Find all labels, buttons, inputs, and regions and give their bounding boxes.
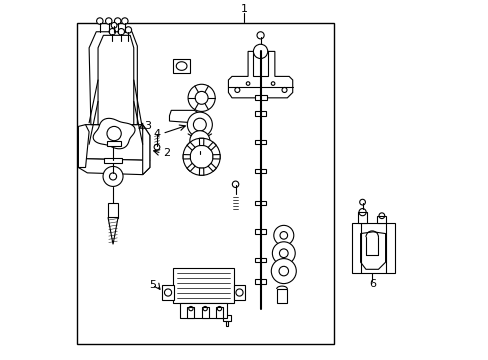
Polygon shape — [208, 142, 216, 150]
Polygon shape — [169, 111, 200, 123]
Bar — [254, 201, 266, 205]
Polygon shape — [89, 32, 137, 125]
Bar — [254, 258, 266, 262]
Bar — [223, 315, 230, 321]
Text: 2: 2 — [163, 148, 170, 158]
Bar — [276, 289, 287, 303]
Circle shape — [188, 84, 215, 111]
Circle shape — [253, 44, 267, 59]
Bar — [216, 307, 223, 318]
Circle shape — [109, 173, 116, 180]
Polygon shape — [108, 217, 118, 244]
Polygon shape — [199, 168, 203, 175]
Polygon shape — [228, 51, 292, 98]
Polygon shape — [208, 163, 216, 171]
Bar — [254, 229, 266, 234]
Bar — [162, 285, 173, 300]
Polygon shape — [93, 118, 135, 149]
Text: 3: 3 — [143, 121, 150, 131]
Circle shape — [279, 249, 287, 257]
Circle shape — [279, 266, 288, 276]
Bar — [173, 59, 190, 73]
Bar — [233, 285, 244, 300]
Circle shape — [193, 118, 206, 131]
Circle shape — [97, 18, 103, 24]
Bar — [254, 111, 266, 116]
Text: 6: 6 — [368, 279, 375, 289]
Bar — [107, 141, 121, 146]
Circle shape — [109, 28, 115, 35]
Circle shape — [103, 166, 123, 186]
Bar — [377, 216, 386, 223]
Circle shape — [232, 181, 238, 188]
Circle shape — [118, 28, 124, 35]
Bar — [108, 203, 118, 217]
Circle shape — [246, 82, 249, 85]
Circle shape — [187, 112, 212, 137]
Bar — [254, 279, 266, 284]
Polygon shape — [78, 158, 149, 175]
Bar — [254, 168, 266, 173]
Bar — [254, 140, 266, 144]
Bar — [77, 23, 333, 344]
Circle shape — [189, 131, 209, 151]
Text: 5: 5 — [149, 280, 156, 291]
Circle shape — [190, 145, 213, 168]
Polygon shape — [186, 142, 195, 150]
Circle shape — [271, 82, 274, 85]
Polygon shape — [360, 232, 385, 269]
Polygon shape — [199, 138, 203, 145]
Bar — [357, 212, 366, 223]
Circle shape — [282, 87, 286, 93]
Bar — [253, 51, 267, 76]
Circle shape — [125, 27, 131, 33]
Polygon shape — [98, 35, 134, 125]
Circle shape — [272, 242, 295, 265]
Polygon shape — [183, 154, 190, 159]
Bar — [187, 307, 194, 318]
Circle shape — [273, 225, 293, 246]
Circle shape — [271, 258, 296, 284]
Polygon shape — [78, 125, 89, 167]
Circle shape — [359, 199, 365, 205]
Circle shape — [122, 18, 128, 24]
Circle shape — [234, 87, 240, 93]
Circle shape — [114, 18, 121, 24]
Circle shape — [183, 138, 220, 175]
Circle shape — [280, 231, 287, 239]
Bar — [351, 223, 394, 273]
Polygon shape — [142, 125, 149, 175]
Text: 4: 4 — [153, 129, 160, 139]
Bar — [225, 321, 228, 327]
Text: 1: 1 — [241, 4, 247, 14]
Bar — [201, 307, 208, 318]
Circle shape — [111, 22, 117, 28]
Circle shape — [195, 91, 207, 104]
Bar — [254, 95, 266, 100]
Bar — [180, 303, 226, 318]
Circle shape — [257, 32, 264, 39]
Circle shape — [105, 18, 112, 24]
Circle shape — [154, 144, 160, 150]
Bar — [104, 158, 122, 163]
Polygon shape — [186, 163, 195, 171]
Polygon shape — [78, 125, 149, 160]
Circle shape — [107, 126, 121, 141]
Bar — [173, 267, 233, 303]
Polygon shape — [212, 154, 220, 159]
